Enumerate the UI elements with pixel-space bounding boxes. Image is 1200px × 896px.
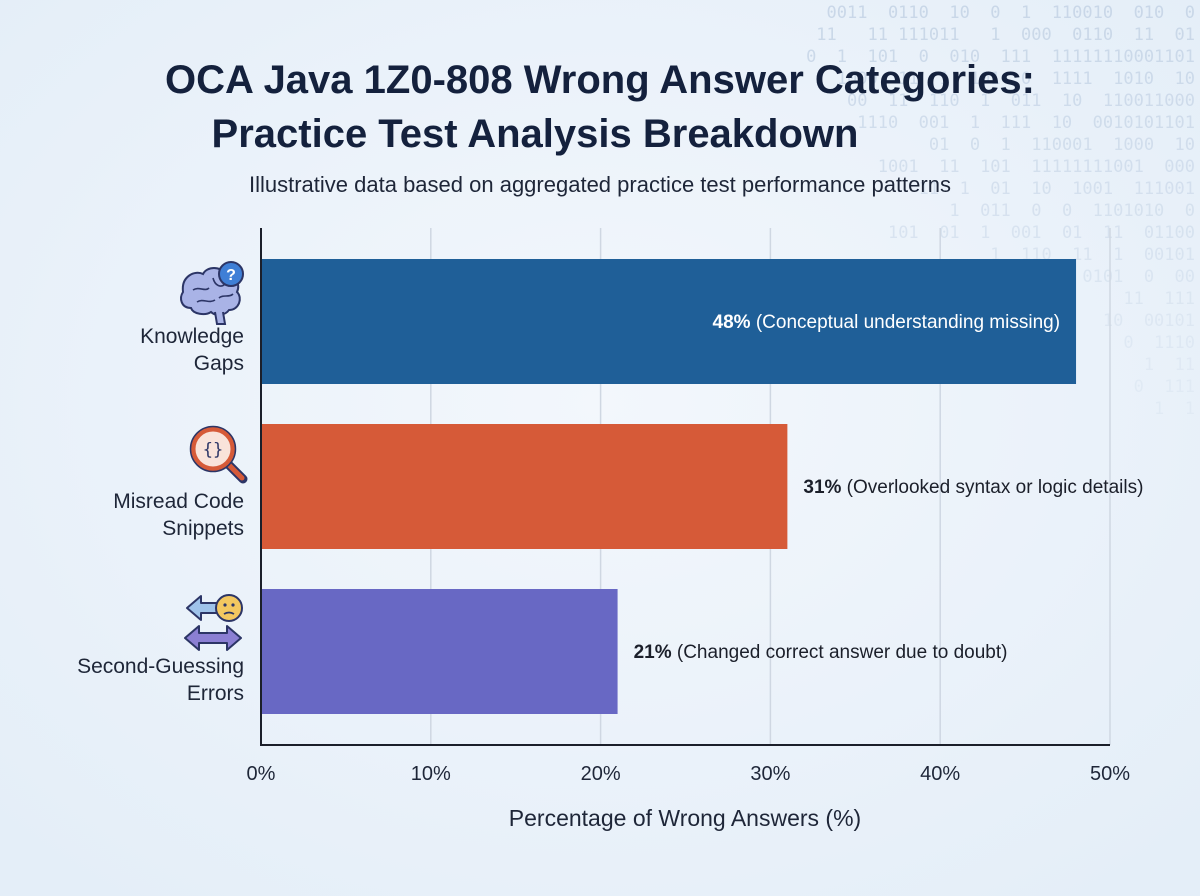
data-label-note: (Changed correct answer due to doubt) (672, 642, 1008, 663)
binary-text: 0011 0110 10 0 1 110010 010 0 (827, 3, 1195, 23)
x-tick-label: 30% (750, 763, 790, 785)
binary-text: 1001 11 101 11111111001 000 (878, 157, 1195, 177)
data-label: 21% (Changed correct answer due to doubt… (634, 642, 1008, 663)
binary-text: 1000 11 1 101 0 1111 1010 10 (837, 69, 1195, 89)
category-icons: ? {} (180, 261, 248, 651)
x-tick-label: 10% (411, 763, 451, 785)
binary-text: 10 00101 (1103, 311, 1195, 331)
data-label-value: 31% (803, 477, 841, 498)
data-label-note: (Overlooked syntax or logic details) (841, 477, 1143, 498)
binary-text: 1 1 (1154, 399, 1195, 419)
binary-text: 0 1110 (1123, 333, 1195, 353)
binary-text: 101 01 1 001 01 11 01100 (888, 223, 1195, 243)
binary-text: 1 11 (1144, 355, 1195, 375)
binary-text: 11 1 01 10 1001 111001 (919, 179, 1195, 199)
category-label: Misread Code (113, 490, 244, 513)
binary-decoration: 0011 0110 10 0 1 110010 010 011 11 11101… (806, 3, 1195, 419)
brain-question-icon: ? (180, 261, 244, 325)
category-label: Gaps (194, 352, 244, 375)
x-axis-title: Percentage of Wrong Answers (%) (509, 805, 861, 831)
binary-text: 0101 0 00 (1082, 267, 1195, 287)
x-tick-label: 0% (247, 763, 276, 785)
svg-text:{}: {} (203, 440, 223, 460)
bar-3 (261, 589, 618, 714)
data-label: 31% (Overlooked syntax or logic details) (803, 477, 1143, 498)
category-label: Knowledge (140, 325, 244, 348)
chart-title-line-2: Practice Test Analysis Breakdown (212, 112, 859, 156)
bar-1 (261, 259, 1077, 384)
binary-text: 01 0 1 110001 1000 10 (929, 135, 1195, 155)
axes (260, 228, 1110, 746)
data-label: 48% (Conceptual understanding missing) (713, 312, 1060, 333)
data-labels: 48% (Conceptual understanding missing) 31… (634, 312, 1144, 663)
chart-subtitle: Illustrative data based on aggregated pr… (249, 172, 951, 197)
magnifier-code-icon: {} (189, 425, 248, 484)
chart-title-line-1: OCA Java 1Z0-808 Wrong Answer Categories… (165, 58, 1035, 102)
x-tick-label: 20% (581, 763, 621, 785)
svg-text:?: ? (226, 267, 236, 284)
binary-text: 11 111 (1123, 289, 1195, 309)
arrows-doubt-icon (184, 594, 243, 651)
x-tick-labels: 0% 10% 20% 30% 40% 50% (247, 763, 1131, 785)
bars (261, 259, 1077, 714)
binary-text: 1110 001 1 111 10 0010101101 (857, 113, 1195, 133)
category-label: Second-Guessing (77, 655, 244, 678)
x-tick-label: 50% (1090, 763, 1130, 785)
category-labels: Knowledge Gaps Misread Code Snippets Second-… (77, 325, 244, 705)
binary-text: 11 11 111011 1 000 0110 11 01 (816, 25, 1195, 45)
data-label-value: 48% (713, 312, 751, 333)
bar-2 (261, 424, 788, 549)
binary-text: 00 11 110 1 011 10 110011000 (847, 91, 1195, 111)
data-label-note: (Conceptual understanding missing) (751, 312, 1060, 333)
category-label: Snippets (162, 517, 244, 540)
binary-text: 1 011 0 0 1101010 0 (949, 201, 1195, 221)
data-label-value: 21% (634, 642, 672, 663)
category-label: Errors (187, 682, 244, 705)
binary-text: 0 1 101 0 010 111 11111110001101 (806, 47, 1195, 67)
binary-text: 0 111 (1134, 377, 1195, 397)
x-tick-label: 40% (920, 763, 960, 785)
